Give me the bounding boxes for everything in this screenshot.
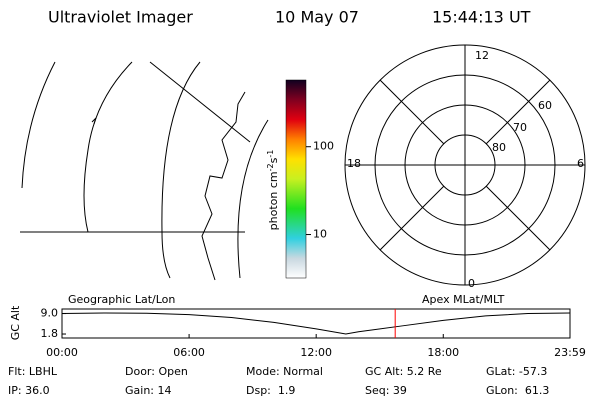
x-tick-label: 23:59 [554,346,586,359]
colorbar [285,79,307,279]
colorbar-tick-label: 10 [313,228,327,241]
x-tick-label: 18:00 [427,346,459,359]
colorbar-label: photon cm-2s-1 [266,150,281,231]
status: Flt: LBHL [8,365,58,378]
date: 10 May 07 [275,8,359,27]
status: GLon: 61.3 [486,384,549,397]
y-tick-label: 9.0 [41,307,59,320]
status: Seq: 39 [365,384,407,397]
x-tick-label: 12:00 [300,346,332,359]
x-tick-label: 06:00 [173,346,205,359]
status: Door: Open [125,365,188,378]
time: 15:44:13 UT [432,8,531,27]
status: IP: 36.0 [8,384,50,397]
lat-label: 70 [513,121,527,134]
title: Ultraviolet Imager [48,8,193,27]
status: GLat: -57.3 [486,365,547,378]
panel-label: Apex MLat/MLT [422,293,505,306]
mlt-label: 6 [577,157,584,170]
mlt-label: 0 [468,277,475,290]
colorbar-tick-label: 100 [313,140,334,153]
status: Mode: Normal [246,365,323,378]
y-tick-label: 1.8 [41,327,59,340]
mlt-label: 12 [475,49,489,62]
x-tick-label: 00:00 [46,346,78,359]
panel-label: Geographic Lat/Lon [68,293,175,306]
status: GC Alt: 5.2 Re [365,365,442,378]
polar-grid [344,44,586,286]
status: Dsp: 1.9 [246,384,295,397]
geo-map [20,61,269,281]
y-axis-label: GC Alt [9,305,22,340]
lat-label: 80 [492,141,506,154]
altitude-line [61,312,570,335]
status: Gain: 14 [125,384,172,397]
lat-label: 60 [538,99,552,112]
mlt-label: 18 [347,157,361,170]
footer: Flt: LBHL Door: Open Mode: Normal GC Alt… [8,365,549,397]
